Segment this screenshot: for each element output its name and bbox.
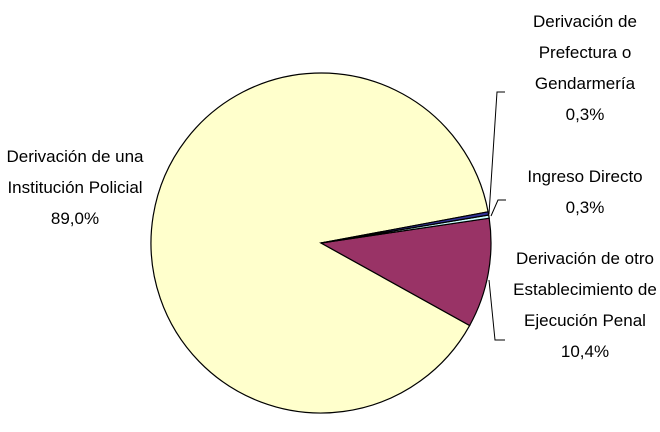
slice-label: Derivación de Prefectura o Gendarmería 0,…: [505, 6, 660, 130]
leader-line: [488, 91, 505, 215]
pie-slice: [320, 211, 490, 244]
pie-slice: [319, 217, 492, 327]
slice-name: Derivación de una Institución Policial: [6, 147, 144, 197]
slice-label: Derivación de otro Establecimiento de Ej…: [500, 243, 660, 367]
leader-line: [488, 279, 505, 341]
slice-value: 89,0%: [50, 209, 100, 228]
slice-name: Ingreso Directo: [527, 167, 643, 186]
leader-line: [490, 199, 506, 217]
slice-value: 10,4%: [560, 342, 610, 361]
pie-slice: [150, 72, 489, 414]
slice-value: 0,3%: [565, 105, 605, 124]
slice-label: Derivación de una Institución Policial 89…: [0, 141, 150, 234]
slice-name: Derivación de Prefectura o Gendarmería: [533, 12, 637, 93]
slice-name: Derivación de otro Establecimiento de Ej…: [513, 249, 657, 330]
slice-value: 0,3%: [565, 198, 605, 217]
slice-label: Ingreso Directo 0,3%: [505, 161, 660, 223]
